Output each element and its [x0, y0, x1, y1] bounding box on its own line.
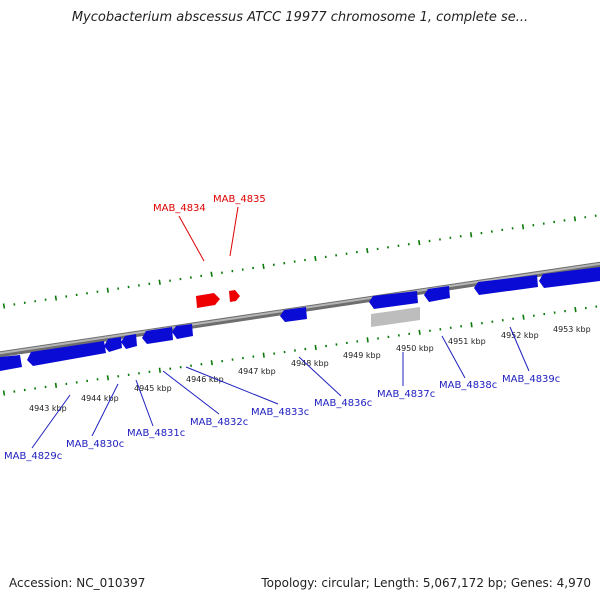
scale-label: 4952 kbp: [501, 331, 539, 340]
tick-mark: [106, 375, 110, 381]
scale-label: 4946 kbp: [186, 375, 224, 384]
gene-MAB_4839c-a[interactable]: [474, 275, 538, 295]
tick-mark: [470, 322, 473, 328]
tick-mark: [521, 224, 525, 230]
map-title: Mycobacterium abscessus ATCC 19977 chrom…: [71, 10, 529, 25]
tick-mark: [106, 287, 109, 293]
gene-MAB_4831c[interactable]: [104, 337, 122, 352]
gene-MAB_4836c[interactable]: [280, 307, 307, 322]
gene-MAB_4830c[interactable]: [27, 341, 106, 366]
gene-label-MAB_4837c[interactable]: MAB_4837c: [377, 389, 435, 400]
tick-mark: [366, 247, 369, 254]
gene-label-MAB_4835[interactable]: MAB_4835: [213, 194, 266, 205]
scale-label: 4947 kbp: [238, 367, 276, 376]
gene-MAB_4832c[interactable]: [121, 334, 137, 349]
gene-label-MAB_4831c[interactable]: MAB_4831c: [127, 428, 185, 439]
gene-label-MAB_4836c[interactable]: MAB_4836c: [314, 398, 372, 409]
reverse-label-leaders: [31, 326, 530, 449]
genome-summary-text: Topology: circular; Length: 5,067,172 bp…: [261, 576, 591, 590]
tick-mark: [2, 390, 6, 396]
tick-mark: [574, 306, 577, 313]
scale-label: 4944 kbp: [81, 394, 119, 403]
scale-label: 4943 kbp: [29, 404, 67, 413]
gene-MAB_4833c-b[interactable]: [172, 324, 193, 339]
gene-label-MAB_4838c[interactable]: MAB_4838c: [439, 380, 497, 391]
scale-label: 4953 kbp: [553, 325, 591, 334]
gene-MAB_4837c[interactable]: [369, 291, 418, 309]
gene-MAB_4839c-b[interactable]: [539, 267, 600, 288]
gene-label-MAB_4839c[interactable]: MAB_4839c: [502, 374, 560, 385]
gene-label-MAB_4834[interactable]: MAB_4834: [153, 203, 206, 214]
gene-MAB_4833c-a[interactable]: [142, 327, 173, 344]
gene-MAB_4835[interactable]: [229, 290, 240, 302]
tick-mark: [469, 232, 473, 238]
tick-mark: [54, 382, 58, 389]
scale-label: 4950 kbp: [396, 344, 434, 353]
gene-label-MAB_4832c[interactable]: MAB_4832c: [190, 417, 248, 428]
scale-label: 4949 kbp: [343, 351, 381, 360]
gene-label-MAB_4830c[interactable]: MAB_4830c: [66, 439, 124, 450]
scale-label: 4945 kbp: [134, 384, 172, 393]
tick-mark: [522, 314, 525, 320]
tick-mark: [158, 279, 161, 285]
unlabeled-feature[interactable]: [371, 307, 420, 327]
gene-MAB_4838c[interactable]: [424, 286, 450, 302]
forward-gene-labels: MAB_4834 MAB_4835: [153, 194, 266, 214]
scale-label: 4951 kbp: [448, 337, 486, 346]
tick-mark: [314, 344, 317, 351]
gene-label-MAB_4829c[interactable]: MAB_4829c: [4, 451, 62, 462]
gene-label-MAB_4833c[interactable]: MAB_4833c: [251, 407, 309, 418]
tick-mark: [573, 216, 577, 222]
tick-mark: [418, 239, 421, 246]
tick-mark: [262, 352, 265, 358]
gene-MAB_4834[interactable]: [196, 293, 220, 308]
scale-label: 4948 kbp: [291, 359, 329, 368]
tick-mark: [54, 295, 58, 301]
tick-mark: [418, 329, 421, 335]
tick-mark: [262, 263, 265, 270]
inner-tick-row: [2, 305, 598, 396]
tick-mark: [210, 271, 213, 277]
outer-tick-row: [2, 214, 597, 309]
tick-mark: [158, 367, 161, 373]
tick-mark: [366, 337, 369, 343]
forward-label-leaders: [178, 206, 239, 262]
forward-strand-genes: [196, 290, 240, 308]
tick-mark: [2, 303, 6, 309]
scale-labels: 4943 kbp 4944 kbp 4945 kbp 4946 kbp 4947…: [29, 325, 591, 413]
accession-text: Accession: NC_010397: [9, 576, 146, 590]
reverse-strand-genes: [0, 267, 600, 371]
tick-mark: [314, 255, 317, 262]
gene-MAB_4829c[interactable]: [0, 355, 22, 371]
tick-mark: [210, 360, 213, 366]
reverse-gene-labels: MAB_4829c MAB_4830c MAB_4831c MAB_4832c …: [4, 374, 560, 462]
